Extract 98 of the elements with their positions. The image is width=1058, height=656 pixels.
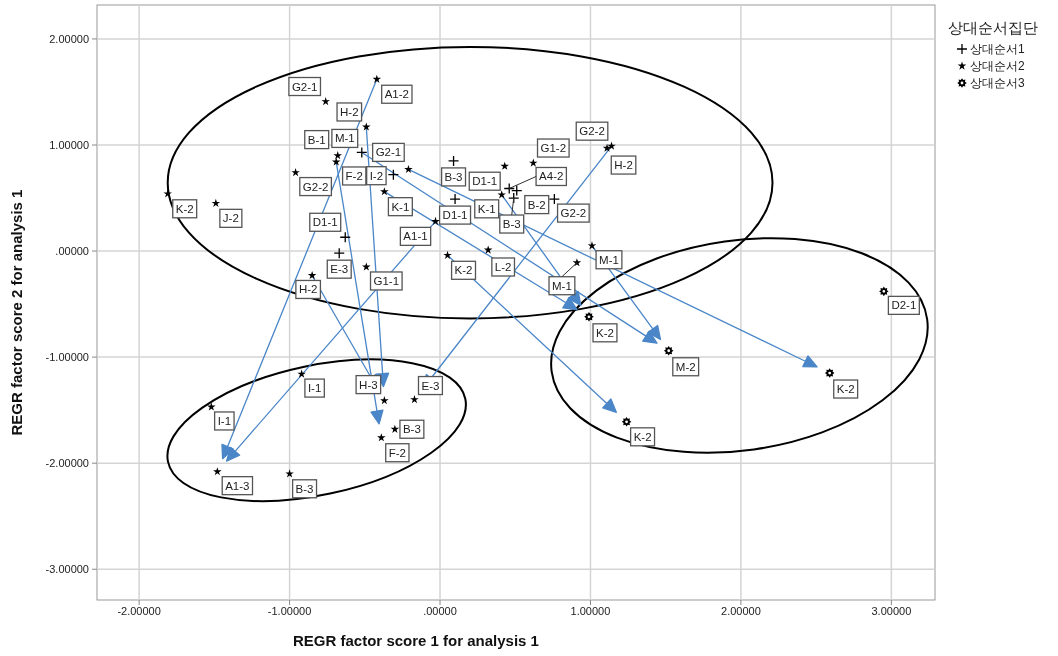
- legend-label: 상대순서2: [970, 59, 1025, 73]
- point: [211, 198, 221, 207]
- annotation: F-2: [345, 169, 363, 182]
- y-tick-label: 1.00000: [49, 139, 89, 151]
- annotation: G1-1: [373, 274, 400, 287]
- annotation: D1-1: [472, 175, 498, 188]
- y-axis-title: REGR factor score 2 for analysis 1: [8, 189, 25, 436]
- point: [584, 312, 594, 322]
- x-tick-label: .00000: [423, 605, 457, 617]
- x-tick-label: 1.00000: [570, 605, 611, 617]
- annotation: E-3: [330, 263, 349, 276]
- point: [431, 216, 440, 225]
- annotation: I-1: [217, 414, 232, 427]
- x-axis-title: REGR factor score 1 for analysis 1: [293, 632, 539, 649]
- point: [497, 190, 506, 199]
- y-tick-label: 2.00000: [49, 32, 89, 45]
- point: [321, 97, 330, 106]
- x-tick-label: -1.00000: [267, 605, 312, 617]
- annotation: A4-2: [539, 170, 564, 183]
- annotation: G2-1: [291, 80, 318, 93]
- y-tick-label: -3.00000: [45, 563, 89, 576]
- point: [621, 417, 632, 427]
- annotation: K-2: [596, 326, 614, 339]
- annotation: K-2: [175, 202, 194, 215]
- point: [824, 368, 835, 378]
- point: [356, 146, 368, 159]
- x-tick-label: 3.00000: [871, 605, 912, 617]
- point: [291, 168, 300, 177]
- point: [333, 151, 342, 160]
- point: [879, 286, 889, 297]
- point: [447, 155, 460, 167]
- y-tick-label: -1.00000: [45, 351, 89, 364]
- point: [380, 396, 389, 405]
- point: [511, 184, 523, 197]
- annotation: B-2: [527, 198, 546, 211]
- point: [503, 182, 515, 195]
- annotation: M-1: [334, 132, 355, 145]
- x-tick-label: 2.00000: [721, 605, 761, 617]
- annotation: G2-2: [560, 207, 587, 220]
- legend-label: 상대순서3: [970, 76, 1025, 90]
- x-tick-label: -2.00000: [117, 605, 161, 617]
- annotation: H-2: [614, 159, 633, 172]
- annotation: G2-1: [375, 146, 402, 159]
- annotation: M-1: [552, 279, 572, 292]
- annotation: M-2: [675, 360, 696, 373]
- point: [339, 231, 351, 243]
- y-tick-label: -2.00000: [45, 457, 89, 470]
- annotation: H-3: [359, 378, 378, 391]
- annotation: K-2: [836, 383, 855, 396]
- point: [307, 270, 317, 280]
- point: [333, 247, 345, 259]
- annotation: K-1: [477, 202, 496, 215]
- annotation: G1-2: [540, 142, 567, 155]
- point: [404, 164, 413, 174]
- annotation: B-3: [444, 170, 463, 183]
- annotation: A1-2: [384, 88, 409, 101]
- annotation: B-1: [307, 133, 326, 146]
- point: [163, 189, 172, 198]
- annotation: B-3: [295, 482, 314, 495]
- annotation: M-1: [599, 253, 619, 266]
- point: [372, 74, 382, 83]
- annotation: L-2: [494, 261, 512, 273]
- point: [500, 161, 509, 170]
- point: [213, 467, 222, 476]
- point: [380, 187, 389, 196]
- point: [548, 193, 561, 205]
- annotation: B-3: [402, 423, 421, 436]
- y-tick-label: .00000: [55, 245, 89, 258]
- annotation: A1-1: [403, 230, 428, 243]
- annotation: F-2: [388, 446, 406, 459]
- annotation: B-3: [502, 218, 521, 231]
- annotation: K-1: [391, 200, 410, 213]
- point: [587, 241, 597, 250]
- point: [387, 169, 400, 181]
- annotation: E-3: [421, 379, 440, 392]
- annotation: D2-1: [891, 299, 917, 312]
- point: [390, 424, 400, 433]
- annotation: I-2: [369, 169, 384, 182]
- annotation: J-2: [222, 212, 239, 225]
- annotation: H-2: [298, 283, 318, 296]
- point: [285, 469, 294, 478]
- legend-label: 상대순서1: [970, 42, 1025, 56]
- point: [297, 369, 306, 378]
- annotation: G2-2: [302, 180, 329, 193]
- annotation: K-2: [633, 430, 652, 443]
- annotation: H-2: [340, 105, 359, 118]
- annotation: G2-2: [579, 125, 605, 138]
- annotation: A1-3: [225, 479, 250, 492]
- annotation: K-2: [454, 264, 473, 277]
- point: [443, 250, 452, 259]
- annotation: D1-1: [442, 209, 468, 222]
- point: [377, 433, 386, 442]
- annotation: D1-1: [312, 216, 338, 229]
- annotation: I-1: [307, 382, 322, 395]
- point: [410, 395, 419, 404]
- legend-title: 상대순서집단: [948, 20, 1038, 36]
- point: [449, 193, 461, 205]
- point: [663, 345, 674, 356]
